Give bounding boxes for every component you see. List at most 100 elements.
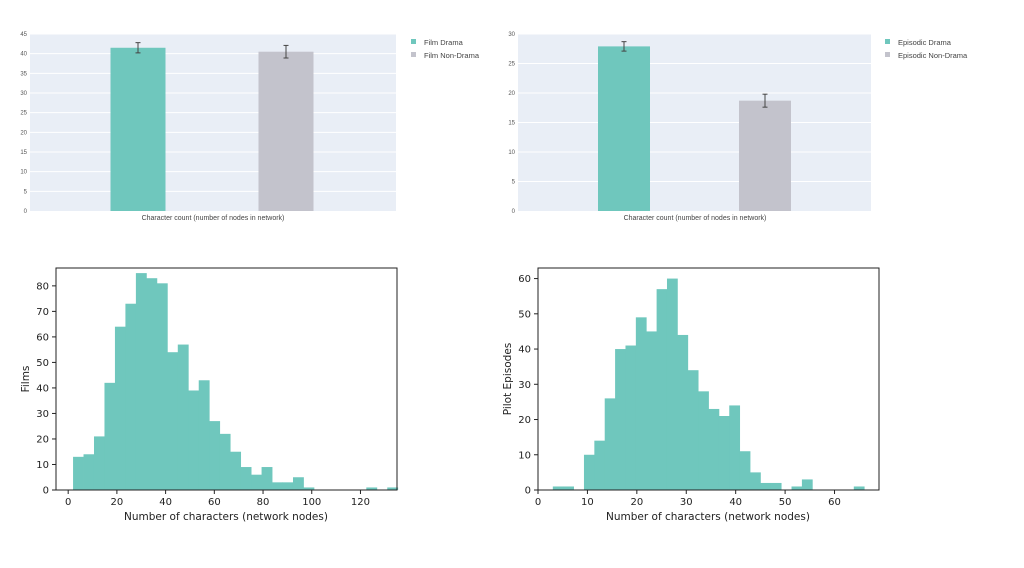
- films-histogram-frame: [55, 267, 398, 491]
- legend-label-film-non-drama: Film Non-Drama: [424, 51, 480, 60]
- histogram-bin: [750, 472, 761, 490]
- x-tick-label: 40: [729, 497, 742, 508]
- y-tick-label: 30: [36, 409, 49, 420]
- bar-film-drama: [110, 47, 166, 212]
- histogram-bin: [687, 370, 699, 490]
- histogram-bin: [583, 454, 595, 490]
- histogram-bin: [209, 421, 221, 490]
- histogram-bin: [303, 487, 315, 490]
- y-tick-label: 70: [36, 307, 49, 318]
- y-tick-label: 5: [512, 180, 516, 186]
- legend-label-film-drama: Film Drama: [424, 38, 464, 47]
- histogram-bin: [177, 344, 189, 490]
- y-tick-label: 0: [512, 209, 516, 215]
- histogram-bin: [594, 440, 606, 490]
- films-y-ticks: 0 10 20 30 40 50 60 70 80: [36, 281, 56, 497]
- episodic-bar-chart: 0 5 10 15 20 25 30 Character count (number of …: [508, 32, 968, 222]
- episodic-error-bars: [621, 41, 768, 108]
- y-tick-label: 0: [525, 486, 531, 497]
- histogram-bin: [656, 289, 668, 490]
- histogram-bin: [198, 380, 210, 490]
- y-tick-label: 0: [43, 486, 49, 497]
- histogram-bin: [552, 486, 564, 490]
- episodic-bars: [598, 46, 791, 211]
- film-plot-background: [30, 34, 396, 211]
- film-bars: [110, 47, 314, 212]
- histogram-bin: [125, 303, 137, 490]
- histogram-bin: [104, 382, 116, 490]
- histogram-bin: [853, 486, 865, 490]
- histogram-bin: [219, 433, 231, 490]
- histogram-bin: [615, 349, 626, 490]
- y-tick-label: 5: [24, 189, 28, 195]
- bar-film-non-drama: [258, 51, 314, 212]
- histogram-bin: [73, 456, 84, 490]
- histogram-bin: [167, 352, 179, 490]
- episodic-y-tick-labels: 0 5 10 15 20 25 30: [508, 32, 515, 215]
- legend-label-episodic-non-drama: Episodic Non-Drama: [898, 51, 968, 60]
- histogram-bin: [718, 416, 730, 490]
- histogram-bin: [251, 474, 262, 490]
- y-tick-label: 40: [36, 383, 49, 394]
- y-tick-label: 25: [508, 62, 515, 68]
- y-tick-label: 60: [36, 332, 49, 343]
- y-tick-label: 30: [20, 91, 27, 97]
- histogram-bin: [770, 482, 782, 490]
- histogram-bin: [83, 454, 95, 490]
- pilot-histogram-bars: [552, 278, 865, 490]
- histogram-bin: [114, 326, 126, 490]
- histogram-bin: [739, 451, 751, 490]
- histogram-bin: [230, 451, 242, 490]
- x-tick-label: 100: [302, 497, 321, 508]
- histogram-bin: [135, 273, 147, 490]
- episodic-x-axis-title: Character count (number of nodes in netw…: [624, 215, 767, 222]
- y-tick-label: 25: [20, 111, 27, 117]
- histogram-bin: [282, 482, 294, 490]
- histogram-bin: [272, 482, 283, 490]
- film-y-tick-labels: 0 5 10 15 20 25 30 35 40 45: [20, 32, 27, 215]
- x-tick-label: 30: [680, 497, 693, 508]
- histogram-bin: [635, 317, 647, 490]
- y-tick-label: 60: [518, 274, 531, 285]
- histogram-bin: [387, 487, 399, 490]
- x-tick-label: 120: [351, 497, 370, 508]
- histogram-bin: [791, 486, 803, 490]
- legend-label-episodic-drama: Episodic Drama: [898, 38, 952, 47]
- x-tick-label: 20: [630, 497, 643, 508]
- pilot-histogram-frame: [537, 267, 880, 491]
- histogram-bin: [146, 278, 158, 490]
- y-tick-label: 50: [518, 309, 531, 320]
- y-tick-label: 40: [518, 345, 531, 356]
- histogram-bin: [563, 486, 574, 490]
- histogram-bin: [729, 405, 741, 490]
- x-tick-label: 60: [828, 497, 841, 508]
- film-bar-chart: 0 5 10 15 20 25 30 35 40 45 Character count (numb…: [20, 32, 480, 222]
- x-tick-label: 80: [257, 497, 270, 508]
- histogram-bin: [292, 477, 304, 490]
- x-tick-label: 10: [581, 497, 594, 508]
- film-legend: Film Drama Film Non-Drama: [411, 38, 480, 60]
- y-tick-label: 10: [508, 150, 515, 156]
- y-tick-label: 20: [508, 91, 515, 97]
- histogram-bin: [240, 467, 252, 490]
- film-gridlines: [30, 33, 396, 192]
- x-tick-label: 40: [159, 497, 172, 508]
- pilot-x-axis-label: Number of characters (network nodes): [606, 511, 810, 523]
- films-x-axis-label: Number of characters (network nodes): [124, 511, 328, 523]
- episodic-gridlines: [518, 33, 871, 182]
- x-tick-label: 50: [779, 497, 792, 508]
- y-tick-label: 20: [518, 415, 531, 426]
- films-histogram-bars: [73, 273, 399, 490]
- x-tick-label: 60: [208, 497, 221, 508]
- y-tick-label: 10: [518, 450, 531, 461]
- histogram-bin: [93, 436, 105, 490]
- legend-swatch-episodic-drama: [885, 39, 890, 44]
- histogram-bin: [261, 467, 273, 490]
- pilot-y-axis-label: Pilot Episodes: [502, 343, 514, 416]
- bar-episodic-drama: [598, 46, 650, 211]
- episodic-legend: Episodic Drama Episodic Non-Drama: [885, 38, 968, 60]
- histogram-bin: [604, 398, 616, 490]
- film-error-bars: [135, 42, 289, 59]
- histogram-bin: [156, 283, 168, 490]
- legend-swatch-film-drama: [411, 39, 416, 44]
